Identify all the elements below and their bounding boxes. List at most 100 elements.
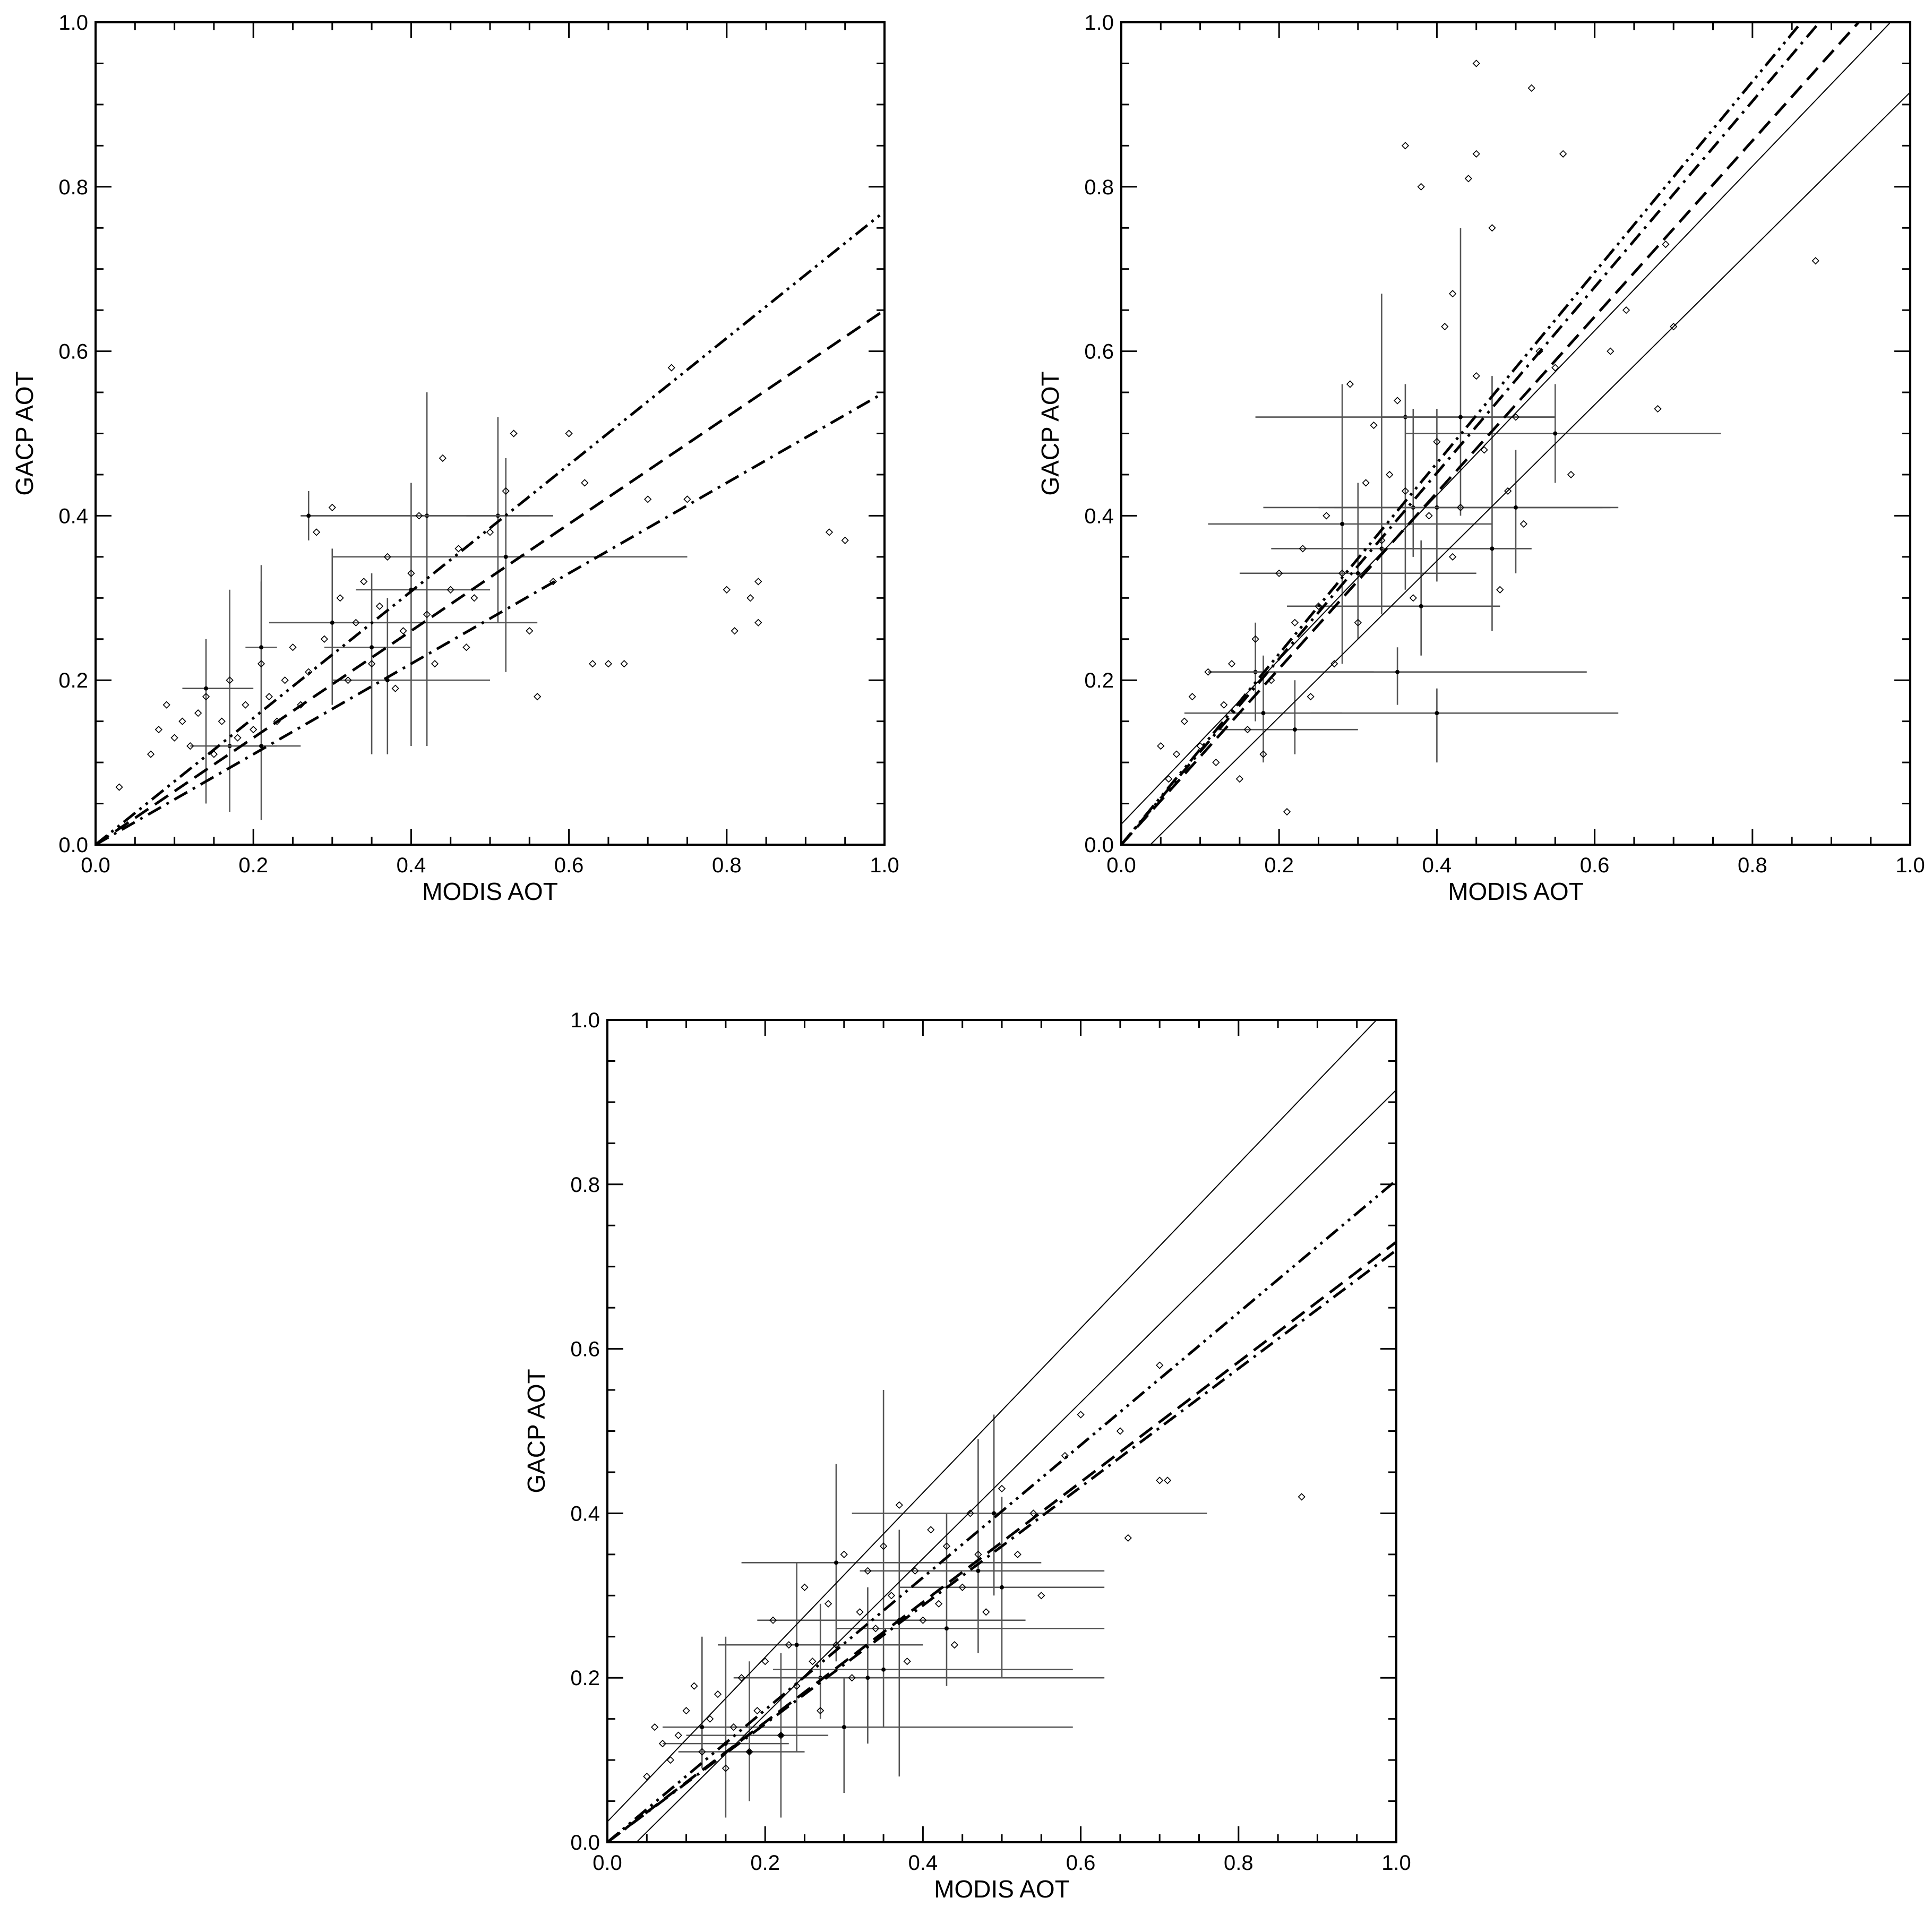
error-bar (1405, 384, 1721, 483)
data-point (446, 586, 454, 594)
data-point (1299, 545, 1307, 553)
error-bar (1216, 680, 1358, 754)
data-point (218, 717, 226, 725)
data-point (1163, 1476, 1172, 1484)
x-tick-label: 0.2 (238, 854, 268, 877)
error-bar-center (1419, 604, 1423, 608)
data-point (202, 693, 210, 701)
error-bar (836, 1513, 1105, 1686)
data-point (731, 627, 739, 635)
data-point (328, 503, 336, 512)
data-point (754, 619, 762, 626)
fit-line-dash-dot-dot (96, 210, 885, 845)
data-point (1188, 693, 1196, 701)
error-bar-center (1340, 521, 1345, 526)
data-point (1362, 479, 1370, 487)
error-bar (300, 491, 553, 540)
data-point (1014, 1550, 1021, 1558)
data-point (667, 364, 675, 372)
data-point (1393, 397, 1402, 405)
x-tick-label: 0.8 (1738, 854, 1767, 877)
plot-area (607, 1020, 1396, 1842)
error-bar (852, 1414, 1207, 1596)
data-point (683, 495, 691, 503)
scatter-panel-top-right: 0.0 0.2 0.4 0.6 0.8 1.0 0.0 0.2 0.4 0.6 0.8 1.0 MODI… (1036, 11, 1925, 905)
data-point (1037, 1592, 1045, 1600)
data-point (170, 734, 178, 742)
y-tick-label: 0.0 (570, 1831, 600, 1854)
data-point (785, 1641, 793, 1649)
data-point (1559, 150, 1567, 158)
error-bar (686, 1653, 829, 1818)
data-point (470, 594, 478, 602)
data-point (1235, 775, 1244, 783)
axis-ticks (606, 1019, 1397, 1843)
error-bar-center (747, 1749, 752, 1754)
error-bar-center (992, 1511, 997, 1516)
error-bar (1263, 409, 1619, 557)
error-bar (245, 581, 277, 730)
y-tick-label: 0.4 (58, 504, 88, 528)
error-bar-center (944, 1626, 949, 1631)
data-point (651, 1723, 659, 1731)
data-point (289, 643, 297, 651)
x-tick-label: 0.0 (1106, 854, 1136, 877)
data-point (1204, 668, 1212, 676)
y-tick-label: 0.6 (570, 1338, 600, 1361)
data-point (115, 783, 123, 791)
data-point (864, 1567, 872, 1575)
data-point (344, 676, 352, 684)
data-point (1480, 446, 1488, 454)
y-axis-title: GACP AOT (522, 1369, 550, 1493)
y-axis-title: GACP AOT (1036, 371, 1064, 495)
data-point (454, 545, 462, 553)
data-point (1472, 59, 1480, 67)
error-bar-center (865, 1676, 870, 1680)
data-point (510, 430, 518, 437)
data-point (723, 586, 731, 594)
data-point (966, 1509, 974, 1517)
error-bar (1239, 483, 1476, 639)
error-bar (324, 573, 411, 754)
error-bar (1208, 647, 1587, 705)
error-bar (1255, 384, 1556, 590)
data-point (186, 742, 194, 750)
data-point (1227, 660, 1236, 668)
x-tick-label: 0.0 (593, 1851, 622, 1875)
error-bar-center (1395, 669, 1400, 674)
data-point (305, 668, 313, 676)
data-point (682, 1707, 690, 1715)
data-point (1243, 726, 1251, 734)
scatter-panel-top-left: 0.0 0.2 0.4 0.6 0.8 1.0 0.0 0.2 0.4 0.6 0.8 1.0 MODI… (11, 11, 899, 905)
error-bar (356, 483, 490, 746)
data-point (226, 676, 234, 684)
fit-line-dashed (96, 309, 885, 845)
data-point (1441, 322, 1449, 331)
data-point (753, 1707, 761, 1715)
error-bar (860, 1439, 1105, 1653)
data-point (1251, 635, 1259, 643)
data-point (658, 1739, 667, 1748)
y-tick-label: 0.8 (1084, 176, 1114, 199)
data-point (793, 1682, 801, 1690)
data-point (581, 479, 589, 487)
data-point (832, 1641, 840, 1649)
data-point (1386, 470, 1394, 479)
data-point (761, 1658, 769, 1665)
error-bar (332, 458, 688, 672)
data-point (297, 701, 305, 709)
data-point (462, 643, 470, 651)
error-bar-center (794, 1643, 799, 1647)
data-point (903, 1658, 911, 1665)
y-tick-label: 0.8 (570, 1173, 600, 1197)
error-bar (741, 1464, 1042, 1662)
data-point (1077, 1411, 1085, 1419)
data-point (1472, 372, 1480, 380)
error-bar-center (700, 1725, 705, 1730)
data-point (1425, 512, 1433, 520)
data-point (375, 602, 384, 610)
data-point (841, 536, 849, 545)
error-bar (466, 417, 530, 623)
error-bar-center (330, 620, 334, 625)
data-point (1116, 1427, 1124, 1435)
